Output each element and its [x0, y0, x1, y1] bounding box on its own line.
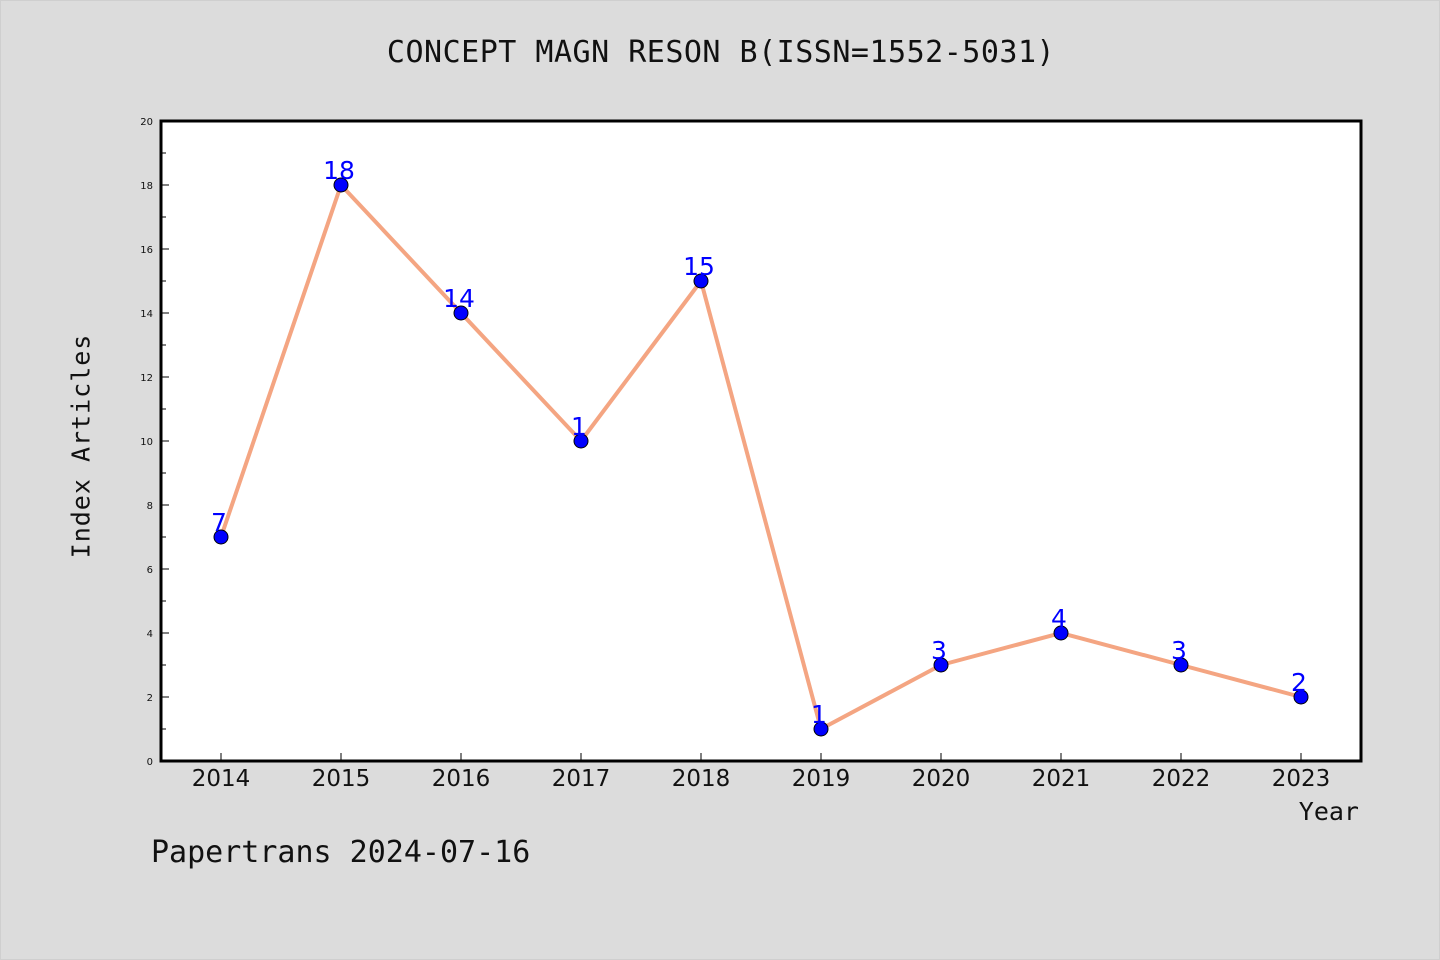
x-axis-label: Year: [1298, 797, 1359, 826]
data-label: 7: [211, 508, 227, 537]
x-tick-label: 2023: [1272, 766, 1331, 792]
y-tick-label: 18: [140, 181, 153, 192]
data-point: [573, 433, 589, 449]
x-tick-label: 2015: [312, 766, 371, 792]
data-label: 14: [443, 284, 475, 313]
data-point: [933, 657, 949, 673]
y-tick-label: 12: [140, 373, 153, 384]
series-line: [219, 183, 1302, 731]
y-tick-label: 16: [140, 245, 153, 256]
x-tick-label: 2017: [552, 766, 611, 792]
x-tick-label: 2020: [912, 766, 971, 792]
y-tick-label: 20: [140, 117, 153, 128]
x-tick-label: 2016: [432, 766, 491, 792]
chart-title: CONCEPT MAGN RESON B(ISSN=1552-5031): [386, 35, 1056, 70]
plot-area: [159, 119, 1363, 763]
x-tick-label: 2019: [792, 766, 851, 792]
data-label: 18: [323, 156, 355, 185]
data-point: [693, 273, 709, 289]
data-label: 3: [931, 636, 947, 665]
data-label: 1: [811, 700, 827, 729]
data-label: 3: [1171, 636, 1187, 665]
y-tick-label: 14: [140, 309, 153, 320]
data-label: 15: [683, 252, 715, 281]
data-point: [453, 305, 469, 321]
data-label: 2: [1291, 668, 1307, 697]
x-tick-label: 2022: [1152, 766, 1211, 792]
data-point: [1053, 625, 1069, 641]
y-tick-label: 8: [147, 501, 153, 512]
data-point: [333, 177, 349, 193]
y-tick-label: 6: [147, 565, 153, 576]
data-point: [213, 529, 229, 545]
x-tick-label: 2014: [192, 766, 251, 792]
data-point: [1293, 689, 1309, 705]
x-tick-label: 2021: [1032, 766, 1091, 792]
data-label: 4: [1051, 604, 1067, 633]
data-point: [1173, 657, 1189, 673]
y-tick-label: 0: [147, 757, 153, 768]
y-tick-label: 10: [140, 437, 153, 448]
footer-text: Papertrans 2024-07-16: [151, 835, 531, 870]
data-point: [813, 721, 829, 737]
y-tick-label: 4: [147, 629, 153, 640]
x-tick-label: 2018: [672, 766, 731, 792]
y-tick-label: 2: [147, 693, 153, 704]
data-label: 1: [571, 412, 587, 441]
